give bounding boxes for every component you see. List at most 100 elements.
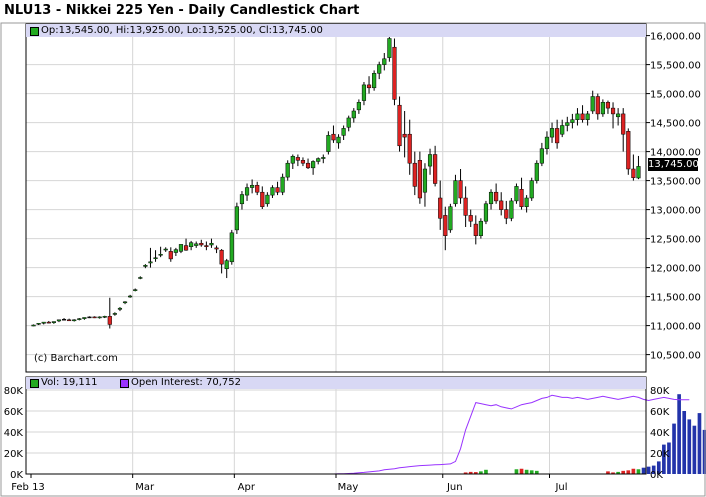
candle-body [631, 168, 636, 178]
candle-body [36, 323, 41, 325]
candle-body [51, 321, 56, 323]
candle-body [483, 203, 489, 222]
candle-body [417, 160, 422, 199]
price-tick-label: 15,000.00 [650, 90, 701, 101]
candle-body [138, 277, 143, 279]
volume-bar [606, 471, 610, 474]
price-tick-label: 12,500.00 [650, 235, 701, 246]
candle-body [377, 64, 382, 74]
candle-body [250, 184, 255, 188]
volume-layer [33, 394, 706, 475]
candle-body [387, 38, 392, 58]
candle-body [77, 318, 82, 320]
candle-body [117, 307, 123, 310]
candle-body [148, 261, 153, 264]
candle-body [285, 162, 290, 178]
candle-body [244, 187, 250, 196]
candle-body [72, 319, 77, 322]
candle-body [488, 191, 494, 205]
candle-body [514, 186, 519, 202]
volume-tick-label-left: 20K [4, 449, 24, 460]
candle-body [326, 135, 331, 152]
candle-body [300, 160, 306, 164]
candle-body [133, 289, 138, 291]
volume-tick-label-left: 40K [4, 428, 24, 439]
candle-body [397, 104, 402, 147]
x-tick-label: Apr [238, 482, 256, 493]
candle-body [433, 154, 438, 184]
candle-body [473, 223, 478, 236]
candle-body [468, 215, 473, 222]
candle-body [590, 96, 595, 112]
candle-body [102, 316, 107, 318]
volume-bar [702, 429, 706, 474]
candle-body [290, 155, 295, 164]
x-tick-label: Mar [135, 482, 155, 493]
candle-body [544, 136, 550, 149]
candle-body [402, 133, 407, 138]
volume-bar [463, 472, 468, 474]
candle-body [199, 242, 204, 246]
volume-bar [473, 472, 478, 474]
candle-body [31, 324, 36, 327]
candle-body [382, 58, 387, 65]
candle-body [234, 206, 239, 231]
price-layer [31, 35, 641, 329]
candle-body [351, 110, 356, 119]
candle-body [311, 161, 316, 169]
volume-bar [672, 423, 676, 474]
candle-body [366, 84, 372, 89]
volume-tick-label-right: 40K [650, 428, 670, 439]
candle-body [275, 187, 280, 193]
price-tick-label: 12,000.00 [650, 264, 701, 275]
volume-tick-label-right: 80K [650, 386, 670, 397]
candle-body [224, 260, 229, 270]
candle-body [534, 162, 539, 181]
candle-body [219, 249, 224, 265]
volume-bar [631, 468, 636, 474]
copyright-label: (c) Barchart.com [34, 353, 118, 364]
candle-body [214, 247, 219, 250]
candle-body [112, 313, 117, 315]
candle-body [336, 136, 341, 144]
volume-bar [692, 425, 697, 474]
volume-bar [636, 469, 641, 474]
price-tick-label: 13,500.00 [650, 177, 701, 188]
candle-body [519, 189, 524, 207]
candle-body [438, 197, 443, 219]
volume-bar [514, 469, 519, 474]
volume-bar [529, 470, 534, 474]
candle-body [229, 232, 234, 263]
oi-legend: Open Interest: 70,752 [131, 377, 241, 388]
price-tick-label: 16,000.00 [650, 32, 701, 43]
candle-body [255, 184, 260, 193]
candle-body [97, 316, 102, 319]
candle-body [626, 131, 631, 170]
candle-body [209, 242, 214, 246]
candle-body [478, 220, 483, 236]
volume-tick-label-left: 80K [4, 386, 24, 397]
grid-layer [26, 35, 646, 475]
candle-body [549, 128, 555, 138]
candle-body [372, 73, 377, 89]
price-legend: Op:13,545.00, Hi:13,925.00, Lo:13,525.00… [41, 25, 323, 36]
candle-body [565, 122, 570, 126]
candle-body [178, 244, 184, 252]
x-tick-label: Jun [446, 482, 463, 493]
candle-body [600, 102, 605, 115]
candle-body [539, 148, 544, 164]
candle-body [361, 84, 367, 101]
candle-body [560, 125, 565, 135]
candle-body [158, 254, 163, 256]
candle-body [595, 96, 600, 115]
candle-body [163, 248, 168, 251]
candle-body [570, 119, 575, 123]
price-tick-label: 11,000.00 [650, 322, 701, 333]
candle-body [82, 317, 87, 319]
volume-bar [697, 413, 702, 474]
candle-body [427, 154, 433, 167]
volume-bar [677, 394, 681, 474]
open-interest-line [33, 394, 690, 475]
candle-body [168, 251, 173, 260]
candle-body [67, 319, 72, 322]
